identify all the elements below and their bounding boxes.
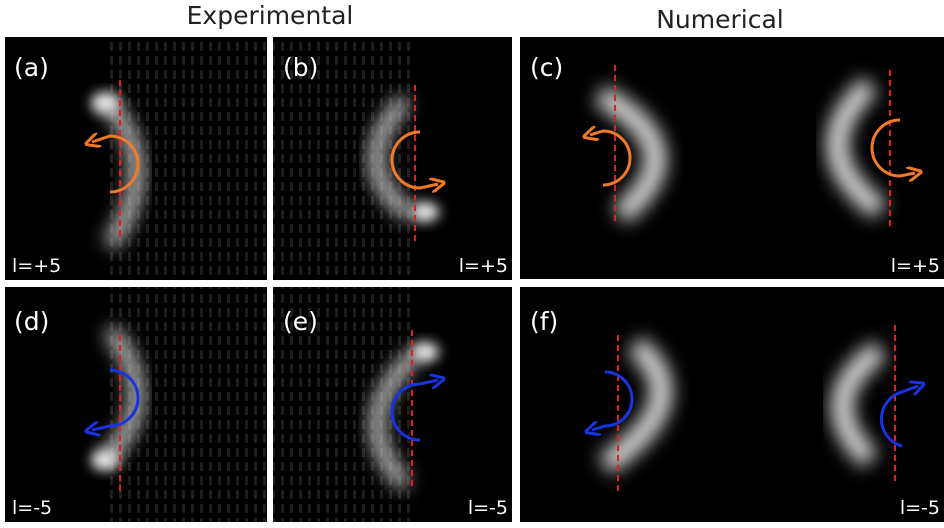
charge-label: l=-5 (12, 497, 52, 519)
panel-label: (f) (530, 307, 558, 336)
figure: Experimental Numerical (a) l=+5 (b) l=+5… (0, 0, 944, 528)
charge-label: l=-5 (900, 497, 940, 519)
charge-label: l=+5 (891, 255, 940, 277)
column-title: Numerical (656, 5, 784, 34)
panel: (f) l=-5 (520, 287, 944, 522)
panel-label: (c) (530, 53, 563, 82)
charge-label: l=-5 (468, 497, 508, 519)
panel-label: (b) (283, 53, 318, 82)
panel-label: (e) (283, 307, 318, 336)
panel-label: (a) (14, 53, 49, 82)
panel: (a) l=+5 (5, 37, 267, 280)
panel: (d) l=-5 (5, 287, 267, 522)
panel: (c) l=+5 (520, 37, 944, 279)
panel: (b) l=+5 (273, 37, 512, 280)
column-title: Experimental (187, 1, 354, 30)
charge-label: l=+5 (459, 255, 508, 277)
panel-label: (d) (14, 307, 49, 336)
panel: (e) l=-5 (273, 287, 512, 522)
charge-label: l=+5 (12, 255, 61, 277)
